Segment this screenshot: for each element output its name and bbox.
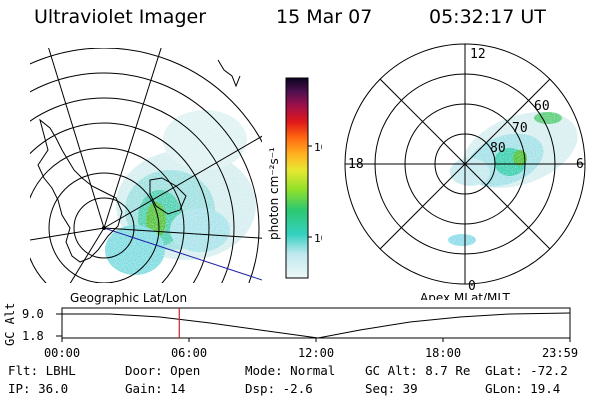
geo-label: Geographic Lat/Lon: [70, 291, 187, 305]
xtick-1200: 12:00: [298, 346, 334, 360]
mlat-label-80: 80: [490, 141, 506, 156]
status-flt: Flt: LBHL: [8, 363, 76, 378]
status-glat: GLat: -72.2: [485, 363, 568, 378]
status-glon-label: GLon:: [485, 381, 523, 396]
colorbar: 100 10 photon cm⁻²s⁻¹: [267, 77, 322, 279]
track-line: [103, 227, 262, 281]
colorbar-tick-10: 10: [314, 232, 322, 245]
status-seq-value: 39: [402, 381, 418, 396]
date-label: 15 Mar 07: [276, 6, 373, 28]
status-flt-value: LBHL: [45, 363, 76, 378]
mlt-label-12: 12: [470, 47, 486, 62]
status-mode-label: Mode:: [245, 363, 283, 378]
geo-latlon-grid: [30, 48, 262, 283]
status-mode: Mode: Normal: [245, 363, 335, 378]
status-gcalt-label: GC Alt:: [365, 363, 418, 378]
altitude-plot: 9.0 1.8 GC Alt 00:00 06:00 12:00 18:00 2…: [3, 303, 578, 360]
colorbar-unit-label: photon cm⁻²s⁻¹: [267, 147, 281, 240]
status-ip: IP: 36.0: [8, 381, 68, 396]
colorbar-tick-100: 100: [314, 141, 322, 154]
mlat-label-70: 70: [512, 121, 528, 136]
colorbar-scale: [285, 77, 309, 279]
status-glon-value: 19.4: [530, 381, 561, 396]
status-ip-value: 36.0: [38, 381, 69, 396]
status-gcalt-value: 8.7 Re: [425, 363, 471, 378]
status-dsp: Dsp: -2.6: [245, 381, 313, 396]
status-gain-value: 14: [170, 381, 186, 396]
status-gain: Gain: 14: [125, 381, 185, 396]
mlt-label-18: 18: [348, 157, 364, 172]
mlt-label-0: 0: [468, 279, 476, 294]
status-seq: Seq: 39: [365, 381, 418, 396]
status-gcalt: GC Alt: 8.7 Re: [365, 363, 470, 378]
xtick-0600: 06:00: [171, 346, 207, 360]
altitude-plot-frame: [61, 307, 571, 339]
altitude-ylabel: GC Alt: [3, 303, 17, 346]
status-glon: GLon: 19.4: [485, 381, 560, 396]
xtick-1800: 18:00: [425, 346, 461, 360]
ytick-bottom: 1.8: [22, 329, 44, 343]
mlt-label-6: 6: [576, 157, 584, 172]
status-dsp-value: -2.6: [282, 381, 313, 396]
altitude-curve: [62, 312, 571, 339]
apex-label: Apex MLat/MLT: [420, 291, 510, 300]
status-glat-label: GLat:: [485, 363, 523, 378]
status-door-label: Door:: [125, 363, 163, 378]
status-glat-value: -72.2: [530, 363, 568, 378]
instrument-title: Ultraviolet Imager: [34, 6, 207, 28]
status-seq-label: Seq:: [365, 381, 396, 396]
status-door-value: Open: [170, 363, 201, 378]
xtick-0000: 00:00: [44, 346, 80, 360]
status-ip-label: IP:: [8, 381, 31, 396]
time-label: 05:32:17 UT: [429, 6, 546, 28]
status-gain-label: Gain:: [125, 381, 163, 396]
coastline: [37, 59, 241, 263]
status-mode-value: Normal: [290, 363, 336, 378]
apex-polar-plot: 12 18 6 0 60 70 80 Apex MLat/MLT: [344, 43, 586, 300]
xtick-2359: 23:59: [542, 346, 578, 360]
status-flt-label: Flt:: [8, 363, 39, 378]
geo-emission-region: [30, 48, 262, 283]
status-door: Door: Open: [125, 363, 200, 378]
ytick-top: 9.0: [22, 307, 44, 321]
mlat-label-60: 60: [534, 99, 550, 114]
status-dsp-label: Dsp:: [245, 381, 276, 396]
